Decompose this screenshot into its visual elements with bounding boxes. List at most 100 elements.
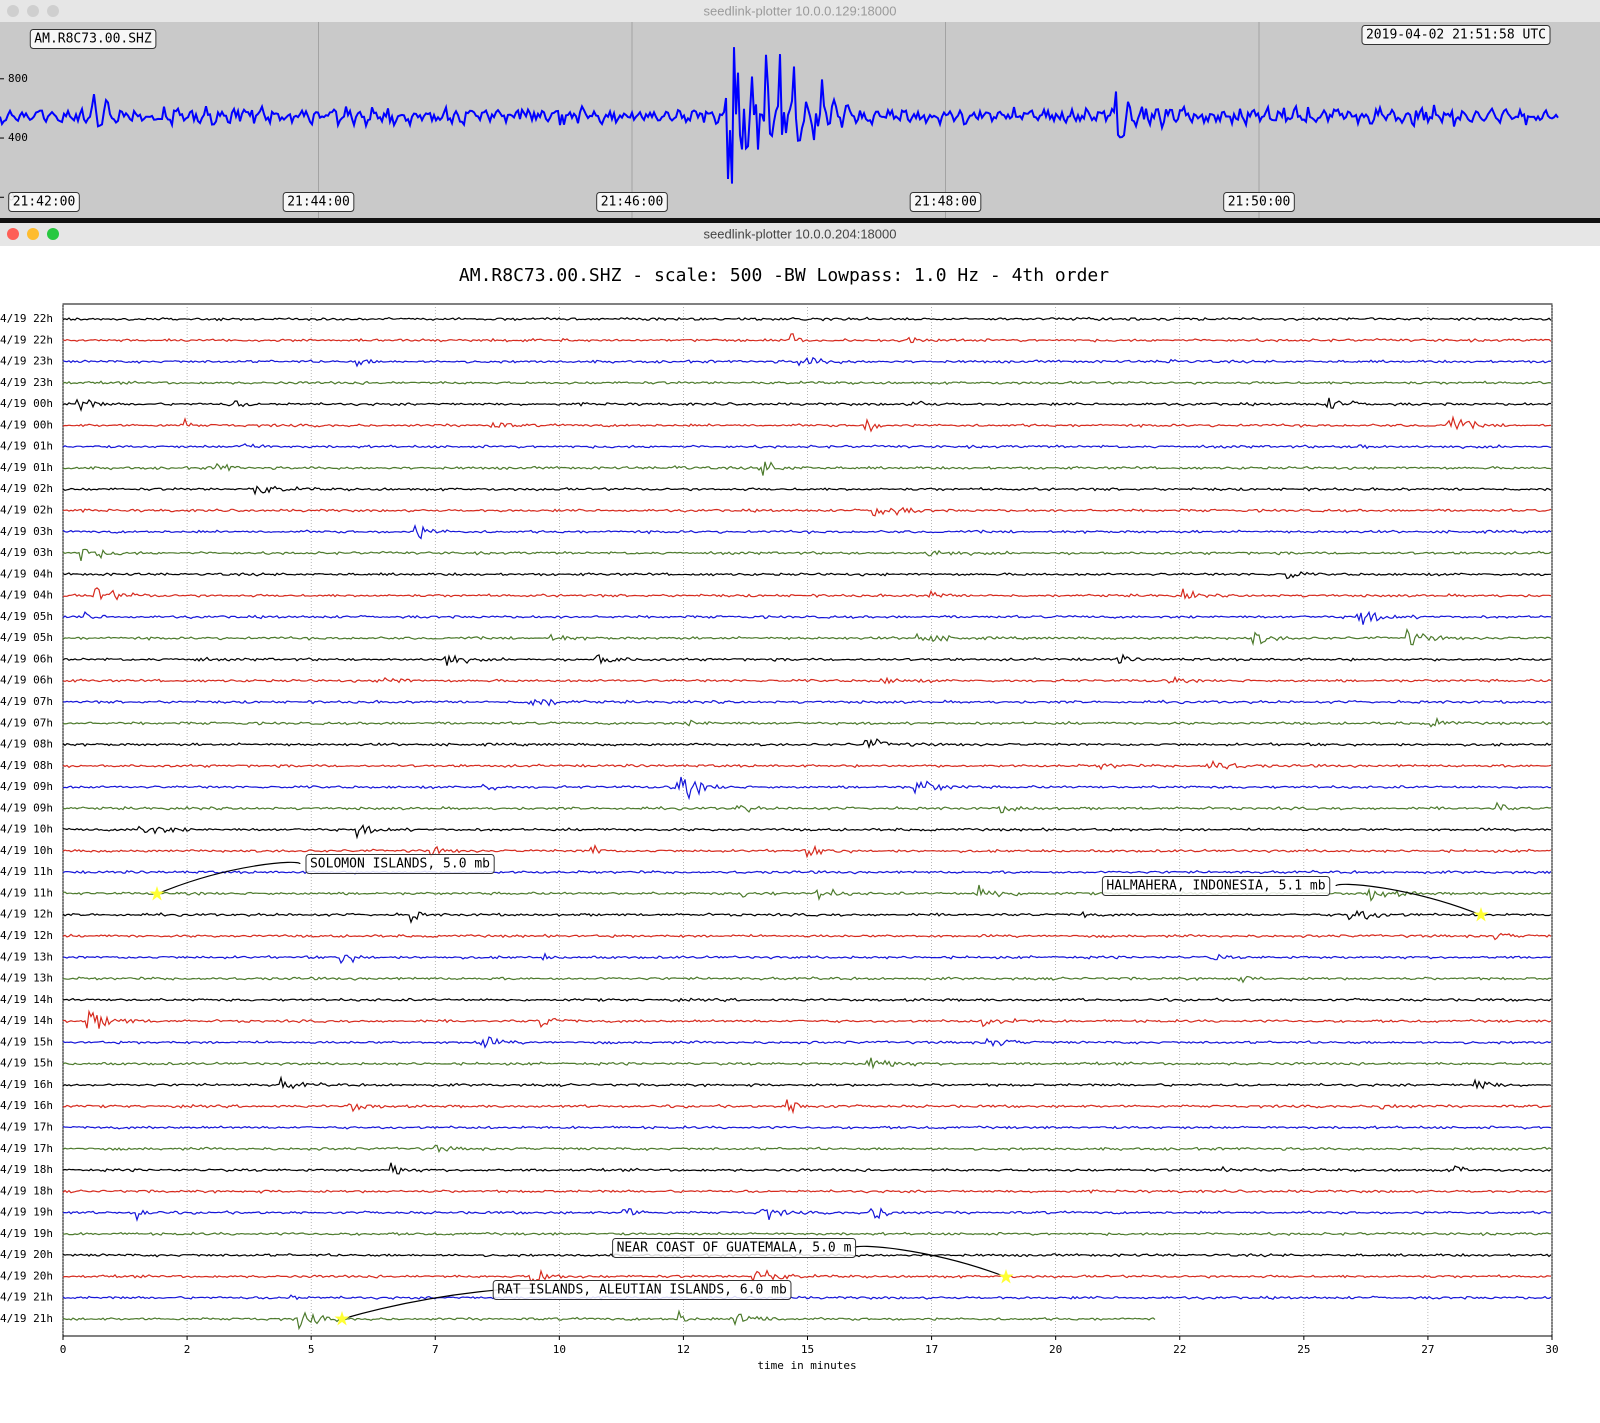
- waveform: [62, 738, 1552, 750]
- row-label: 4/19 08h: [0, 759, 53, 772]
- close-button[interactable]: [7, 5, 19, 17]
- waveform: [62, 333, 1552, 344]
- waveform: [62, 1009, 1552, 1029]
- waveform: [62, 1075, 1552, 1090]
- x-tick-label: 0: [60, 1343, 67, 1356]
- x-tick-label: 5: [308, 1343, 315, 1356]
- x-tick-label: 10: [553, 1343, 566, 1356]
- label-box: [305, 854, 495, 874]
- x-tick-label: 15: [801, 1343, 814, 1356]
- y-tick-label: 800: [8, 72, 28, 85]
- row-label: 4/19 02h: [0, 482, 53, 495]
- label-text: SOLOMON ISLANDS, 5.0 mb: [310, 857, 490, 872]
- waveform: [62, 1057, 1552, 1070]
- label-text: 2019-04-02 21:51:58 UTC: [1366, 28, 1546, 43]
- y-tick-label: 400: [8, 131, 28, 144]
- event-star: [1473, 907, 1489, 922]
- waveform: [62, 824, 1552, 840]
- label-text: AM.R8C73.00.SHZ: [34, 32, 152, 47]
- row-label: 4/19 05h: [0, 610, 53, 623]
- waveform: [62, 1144, 1552, 1154]
- x-tick-label: 20: [1049, 1343, 1062, 1356]
- x-tick-label: 17: [925, 1343, 938, 1356]
- label-box: [282, 192, 355, 212]
- label-box: [492, 1280, 792, 1300]
- row-label: 4/19 19h: [0, 1227, 53, 1240]
- title-bar: [0, 0, 1600, 22]
- minimize-button[interactable]: [27, 228, 39, 240]
- waveform: [62, 869, 1552, 875]
- zoom-button[interactable]: [47, 5, 59, 17]
- title-bar: [0, 223, 1600, 246]
- waveform: [62, 909, 1552, 924]
- waveform: [62, 316, 1552, 322]
- waveform: [62, 1125, 1552, 1130]
- waveform: [62, 415, 1552, 433]
- row-label: 4/19 12h: [0, 908, 53, 921]
- row-label: 4/19 04h: [0, 589, 53, 602]
- row-label: 4/19 10h: [0, 823, 53, 836]
- row-label: 4/19 19h: [0, 1206, 53, 1219]
- helicorder-chart: AM.R8C73.00.SHZ - scale: 500 -BW Lowpass…: [0, 265, 1559, 1372]
- row-label: 4/19 17h: [0, 1121, 53, 1134]
- waveform: [62, 975, 1552, 984]
- row-label: 4/19 14h: [0, 993, 53, 1006]
- waveform: [62, 952, 1552, 965]
- waveform: [62, 548, 1552, 562]
- close-button[interactable]: [7, 228, 19, 240]
- plot-area: [0, 22, 1600, 219]
- row-label: 4/19 23h: [0, 376, 53, 389]
- row-label: 4/19 15h: [0, 1035, 53, 1048]
- x-tick-label: 25: [1297, 1343, 1310, 1356]
- row-label: 4/19 14h: [0, 1014, 53, 1027]
- row-label: 4/19 15h: [0, 1057, 53, 1070]
- waveform: [62, 844, 1552, 859]
- waveform: [62, 776, 1552, 801]
- annotation-arrow: [1335, 883, 1482, 916]
- row-label: 4/19 08h: [0, 738, 53, 751]
- waveform: [62, 1162, 1552, 1175]
- event-star: [998, 1269, 1014, 1284]
- row-label: 4/19 05h: [0, 631, 53, 644]
- label-text: 21:46:00: [601, 195, 664, 210]
- row-label: 4/19 00h: [0, 397, 53, 410]
- row-label: 4/19 20h: [0, 1248, 53, 1261]
- row-label: 4/19 21h: [0, 1291, 53, 1304]
- waveform: [62, 1268, 1552, 1284]
- waveform: [62, 801, 1552, 814]
- minimize-button[interactable]: [27, 5, 39, 17]
- label-text: HALMAHERA, INDONESIA, 5.1 mb: [1106, 879, 1325, 894]
- row-label: 4/19 07h: [0, 695, 53, 708]
- waveform: [62, 571, 1551, 580]
- label-box: [1101, 876, 1331, 896]
- row-label: 4/19 17h: [0, 1142, 53, 1155]
- label-text: 21:48:00: [914, 195, 977, 210]
- waveform: [62, 1207, 1552, 1222]
- event-star: [334, 1311, 350, 1326]
- row-label: 4/19 06h: [0, 674, 53, 687]
- waveform: [62, 461, 1552, 476]
- label-box: [29, 29, 157, 49]
- waveform: [62, 523, 1552, 540]
- waveform: [62, 675, 1552, 685]
- label-box: [8, 192, 80, 212]
- row-label: 4/19 09h: [0, 780, 53, 793]
- waveform: [62, 485, 1552, 496]
- window-title: seedlink-plotter 10.0.0.204:18000: [704, 226, 897, 241]
- row-label: 4/19 20h: [0, 1269, 53, 1282]
- row-label: 4/19 10h: [0, 844, 53, 857]
- zoom-button[interactable]: [47, 228, 59, 240]
- waveform: [62, 716, 1552, 728]
- label-text: NEAR COAST OF GUATEMALA, 5.0 m: [617, 1241, 852, 1256]
- x-axis-label: time in minutes: [757, 1359, 856, 1372]
- waveform: [62, 1036, 1552, 1049]
- waveform: [62, 759, 1552, 771]
- waveform: [62, 1309, 1156, 1331]
- x-tick-label: 12: [677, 1343, 690, 1356]
- waveform: [62, 653, 1552, 666]
- event-star: [149, 886, 165, 901]
- x-tick-label: 30: [1545, 1343, 1558, 1356]
- label-text: 21:42:00: [13, 195, 76, 210]
